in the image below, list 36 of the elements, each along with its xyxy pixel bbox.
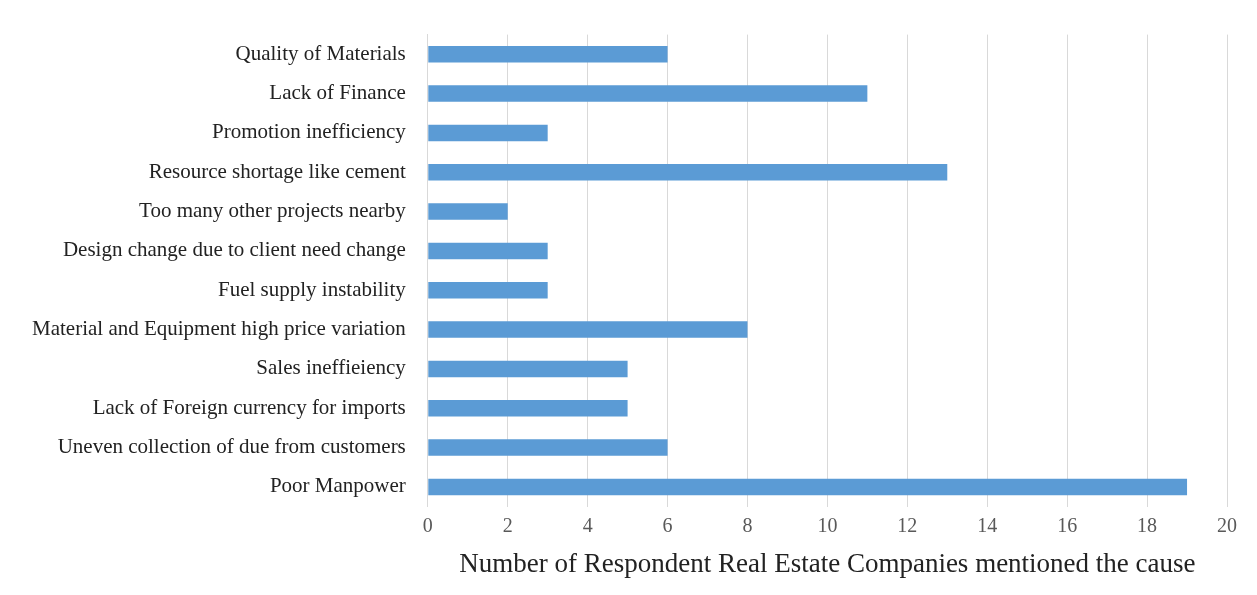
y-tick-label: Fuel supply instability — [217, 276, 407, 301]
y-tick-label: Uneven collection of due from customers — [57, 434, 406, 459]
bar — [428, 400, 628, 417]
bar — [428, 478, 1188, 496]
x-tick-label: 10 — [817, 513, 838, 536]
x-tick-label: 8 — [742, 513, 753, 536]
x-tick-label: 0 — [422, 513, 433, 536]
y-tick-label: Too many other projects nearby — [139, 198, 407, 223]
y-tick-label: Lack of Foreign currency for imports — [92, 394, 406, 419]
bar — [428, 439, 668, 456]
bar — [428, 46, 668, 63]
x-axis-title: Number of Respondent Real Estate Companies mentioned the cause — [459, 547, 1196, 578]
x-tick-label: 12 — [897, 513, 918, 536]
bar — [428, 282, 548, 299]
y-tick-label: Promotion inefficiency — [211, 119, 407, 144]
y-tick-label: Quality of Materials — [235, 40, 406, 65]
bar — [428, 85, 868, 102]
bar — [428, 124, 548, 142]
bar — [428, 203, 508, 220]
y-tick-label: Resource shortage like cement — [148, 158, 406, 183]
bar — [428, 164, 948, 181]
bar — [428, 360, 628, 378]
y-tick-label: Poor Manpower — [269, 473, 406, 498]
x-tick-label: 16 — [1057, 513, 1078, 536]
y-tick-label: Sales ineffieiency — [256, 355, 407, 380]
y-tick-label: Design change due to client need change — [62, 237, 406, 262]
x-tick-label: 2 — [502, 513, 513, 536]
bar — [428, 321, 748, 338]
y-tick-label: Lack of Finance — [269, 80, 406, 105]
x-tick-label: 20 — [1217, 513, 1237, 536]
x-tick-label: 4 — [582, 513, 593, 536]
bar — [428, 242, 548, 260]
y-tick-label: Material and Equipment high price variation — [32, 316, 407, 341]
x-tick-label: 6 — [662, 513, 673, 536]
x-tick-label: 14 — [977, 513, 998, 536]
x-tick-label: 18 — [1137, 513, 1158, 536]
